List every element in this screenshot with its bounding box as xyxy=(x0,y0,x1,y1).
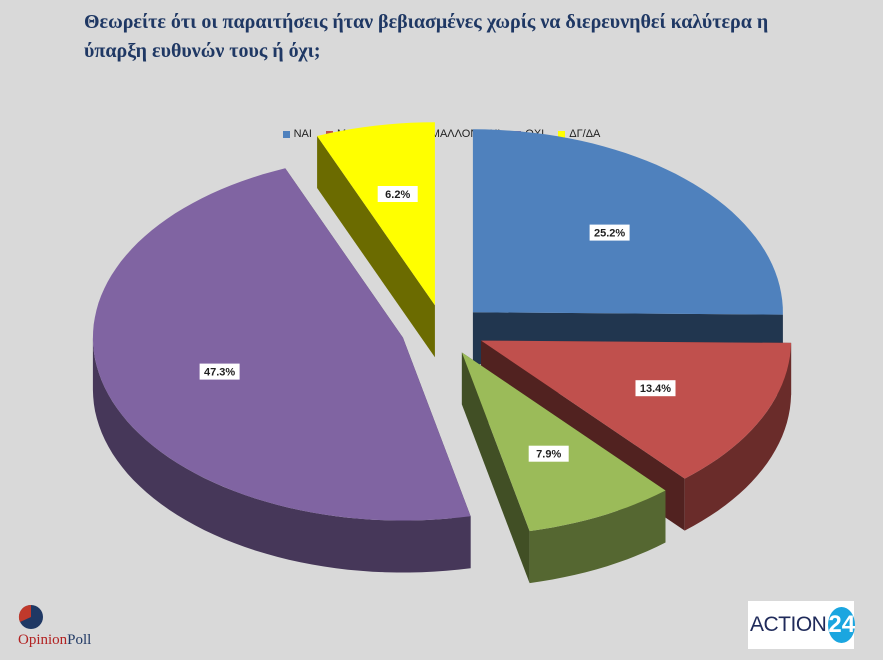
pie-slice xyxy=(92,168,471,521)
pie-tops xyxy=(92,122,792,532)
data-label-text: 13.4% xyxy=(640,383,671,395)
data-label: 6.2% xyxy=(377,186,418,202)
data-label-box xyxy=(589,224,630,241)
pie-slice xyxy=(461,352,666,532)
opinionpoll-logo-icon xyxy=(18,604,43,629)
action24-logo: ACTION 24 xyxy=(748,601,856,649)
pie-slice-wall xyxy=(461,352,530,584)
legend-item: ΝΑΙ xyxy=(282,128,312,140)
data-label: 25.2% xyxy=(589,224,630,241)
data-label-text: 6.2% xyxy=(385,189,410,201)
chart-title: Θεωρείτε ότι οι παραιτήσεις ήταν βεβιασμ… xyxy=(84,11,769,62)
legend-swatch xyxy=(558,130,566,138)
data-label-box xyxy=(635,380,676,397)
pie-slice xyxy=(472,129,783,315)
action24-logo-text: ACTION xyxy=(750,613,827,636)
legend-label: ΔΓ/ΔΑ xyxy=(569,128,601,140)
opinionpoll-logo-text-a: Opinion xyxy=(18,632,68,648)
legend-item: ΔΓ/ΔΑ xyxy=(558,128,600,140)
data-label-box xyxy=(199,363,240,380)
pie-slice-side xyxy=(529,490,666,584)
data-label: 13.4% xyxy=(635,380,676,397)
opinionpoll-logo-text-b: Poll xyxy=(67,632,92,648)
data-label-text: 7.9% xyxy=(536,449,561,461)
pie-slice xyxy=(481,340,792,479)
pie-slice xyxy=(317,122,435,306)
action24-logo-number: 24 xyxy=(828,607,856,643)
legend-swatch xyxy=(282,130,290,138)
data-label-box xyxy=(528,445,569,462)
data-label: 47.3% xyxy=(199,363,240,380)
data-label-text: 47.3% xyxy=(204,367,235,379)
pie-slice-wall xyxy=(317,136,435,358)
pie-slice-side xyxy=(92,337,471,573)
data-label-text: 25.2% xyxy=(594,228,625,240)
data-label-box xyxy=(377,186,418,202)
opinionpoll-logo: OpinionPoll xyxy=(18,604,91,649)
pie-labels: 25.2% 13.4% 7.9% 47.3% 6.2% xyxy=(199,186,676,462)
data-label: 7.9% xyxy=(528,445,569,462)
pie-slice-side xyxy=(684,342,792,531)
legend-label: ΝΑΙ xyxy=(293,128,312,140)
